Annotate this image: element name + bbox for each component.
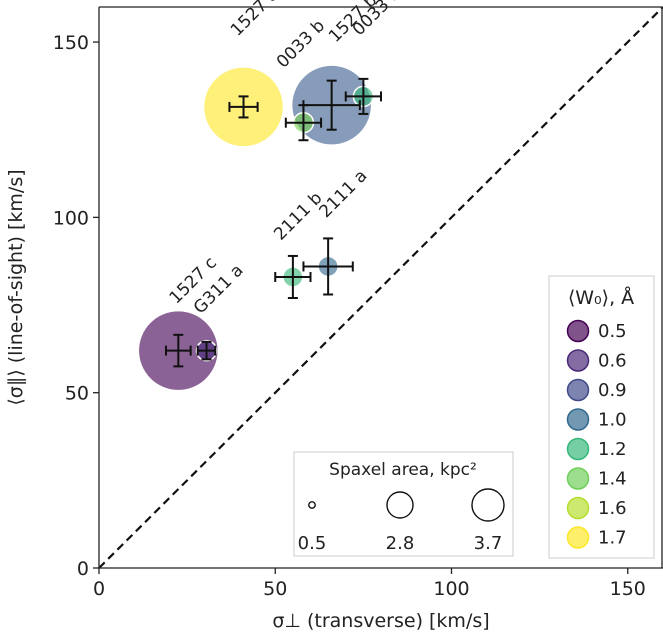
error-bar (196, 340, 217, 361)
size-legend-items: 0.5 2.8 3.7 (298, 488, 505, 554)
error-bar (228, 95, 259, 119)
color-legend-frame (548, 275, 655, 559)
error-bar (344, 77, 382, 115)
error-bar (274, 254, 312, 300)
size-legend-label: 3.7 (474, 533, 503, 554)
size-legend-marker (471, 488, 505, 522)
error-bar (302, 237, 354, 296)
color-legend-label: 1.7 (598, 528, 627, 549)
one-to-one-line (98, 6, 663, 569)
color-legend-label: 1.4 (598, 469, 627, 490)
size-legend-frame (293, 451, 514, 557)
x-tick-label: 100 (433, 578, 469, 600)
y-axis-label: ⟨σ∥⟩ (line-of-sight) [km/s] (5, 169, 27, 405)
size-legend-label: 0.5 (298, 533, 327, 554)
color-legend-marker (566, 526, 590, 549)
point-label: 0033 b (273, 16, 329, 72)
size-legend-title: Spaxel area, kpc² (329, 460, 477, 480)
point-label: 2111 a (316, 166, 372, 222)
size-legend: Spaxel area, kpc² 0.5 2.8 3.7 (293, 451, 514, 557)
x-axis-label: σ⊥ (transverse) [km/s] (272, 610, 489, 632)
color-legend-marker (566, 378, 590, 402)
error-bar (284, 104, 323, 142)
size-legend-marker (308, 501, 316, 509)
color-legend-label: 1.0 (598, 410, 627, 431)
point-label: 1527 a (227, 0, 283, 40)
y-tick-label: 0 (77, 558, 89, 580)
size-legend-marker (386, 491, 414, 519)
color-legend-marker (566, 467, 590, 490)
color-legend-label: 0.6 (598, 351, 627, 372)
color-legend-label: 1.6 (598, 498, 627, 519)
y-tick-label: 50 (65, 383, 89, 405)
y-tick-label: 100 (53, 207, 89, 229)
color-legend-marker (566, 349, 590, 372)
x-tick-label: 0 (93, 578, 105, 600)
error-bar (164, 333, 192, 368)
color-legend-marker (566, 496, 590, 520)
size-legend-label: 2.8 (386, 533, 415, 554)
x-tick-label: 50 (263, 578, 287, 600)
color-legend-label: 0.9 (598, 380, 627, 401)
color-legend-items: 0.5 0.6 0.9 1.0 1.2 1.4 1.6 1.7 (566, 319, 627, 549)
axes-layer: 0 50 100 150 0 50 100 150 (53, 6, 663, 600)
point-label: 2111 b (270, 188, 326, 244)
color-legend: ⟨W₀⟩, Å 0.5 0.6 0.9 1.0 1.2 1.4 1.6 1.7 (548, 275, 655, 559)
color-legend-marker (566, 408, 590, 431)
x-tick-label: 150 (610, 578, 646, 600)
color-legend-marker (566, 437, 590, 461)
color-legend-marker (566, 319, 590, 343)
color-legend-label: 1.2 (598, 439, 627, 460)
y-tick-label: 150 (53, 32, 89, 54)
color-legend-label: 0.5 (598, 321, 627, 342)
color-legend-title: ⟨W₀⟩, Å (568, 286, 634, 309)
